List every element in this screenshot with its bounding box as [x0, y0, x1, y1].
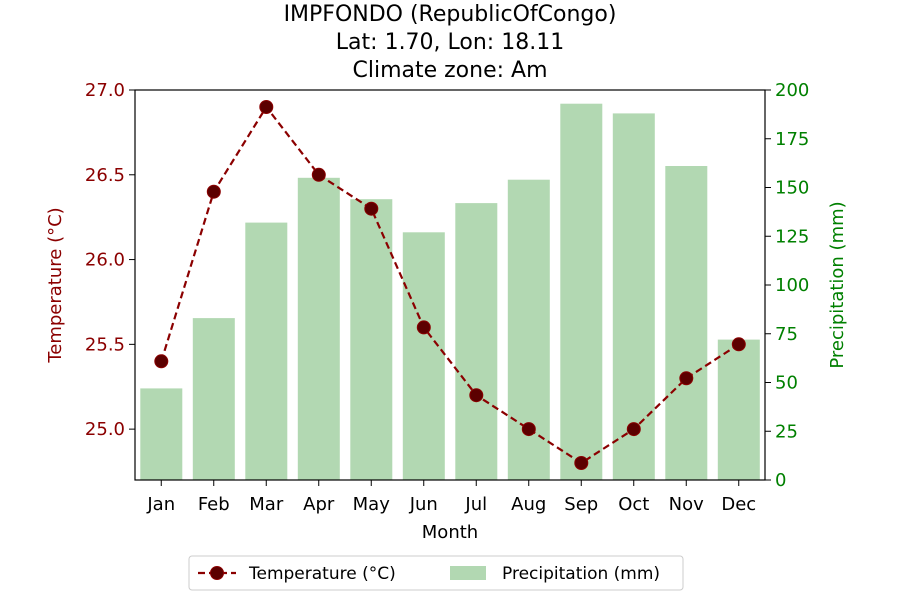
precipitation-bar-mar — [245, 222, 288, 480]
month-tick-label: Feb — [198, 494, 230, 515]
precipitation-bar-dec — [717, 339, 760, 480]
month-tick-label: Jul — [464, 494, 487, 515]
legend-box — [188, 555, 684, 591]
legend-precipitation-swatch — [450, 566, 486, 580]
temperature-point-jun — [416, 320, 431, 335]
precipitation-tick-label: 200 — [775, 80, 809, 101]
chart-title-line-3: Climate zone: Am — [352, 58, 547, 83]
temperature-point-nov — [679, 371, 694, 386]
temperature-point-dec — [731, 337, 746, 352]
precipitation-axis-label: Precipitation (mm) — [827, 201, 848, 368]
precipitation-tick-label: 25 — [775, 421, 798, 442]
month-tick-label: Nov — [669, 494, 704, 515]
chart-title: IMPFONDO (RepublicOfCongo) Lat: 1.70, Lo… — [284, 2, 617, 83]
month-tick-label: Apr — [303, 494, 335, 515]
month-tick-label: Sep — [564, 494, 598, 515]
precipitation-tick-label: 125 — [775, 226, 809, 247]
month-tick-label: Oct — [618, 494, 649, 515]
legend-temperature-label: Temperature (°C) — [248, 564, 396, 584]
temperature-axis-ticks: 25.0 25.5 26.0 26.5 27.0 — [85, 80, 135, 440]
legend: Temperature (°C) Precipitation (mm) — [188, 555, 684, 591]
precipitation-bar-jun — [402, 232, 445, 480]
temperature-point-sep — [574, 456, 589, 470]
temperature-tick-label: 26.0 — [85, 250, 125, 271]
precipitation-tick-label: 0 — [775, 470, 786, 491]
temperature-point-may — [364, 201, 379, 216]
temperature-tick-label: 27.0 — [85, 80, 125, 101]
temperature-point-jan — [154, 354, 169, 369]
temperature-tick-label: 25.0 — [85, 419, 125, 440]
legend-temperature-swatch-marker — [210, 566, 224, 580]
precipitation-bar-jan — [140, 388, 183, 480]
temperature-tick-label: 26.5 — [85, 165, 125, 186]
precipitation-bar-apr — [297, 177, 340, 481]
temperature-axis-label: Temperature (°C) — [45, 207, 66, 363]
month-tick-label: Jun — [409, 494, 438, 515]
chart-title-line-1: IMPFONDO (RepublicOfCongo) — [284, 2, 617, 27]
temperature-point-jul — [469, 388, 484, 403]
precipitation-bar-may — [350, 199, 393, 480]
month-tick-label: Dec — [721, 494, 756, 515]
precipitation-bar-feb — [192, 318, 235, 480]
temperature-point-mar — [259, 100, 274, 114]
precipitation-tick-label: 175 — [775, 129, 809, 150]
precipitation-bar-nov — [665, 166, 708, 480]
temperature-tick-label: 25.5 — [85, 334, 125, 355]
precipitation-bar-sep — [560, 103, 603, 480]
temperature-point-apr — [311, 167, 326, 182]
temperature-series — [154, 100, 746, 470]
precipitation-bar-jul — [455, 203, 498, 480]
precipitation-axis-ticks: 0 25 50 75 100 125 150 175 200 — [765, 80, 809, 491]
temperature-line — [160, 105, 740, 465]
precipitation-tick-label: 100 — [775, 275, 809, 296]
month-tick-label: Jan — [146, 494, 175, 515]
month-tick-label: Mar — [249, 494, 284, 515]
month-axis-ticks: Jan Feb Mar Apr May Jun Jul Aug Sep Oct Nov Dec — [146, 480, 756, 515]
legend-precipitation-label: Precipitation (mm) — [502, 564, 660, 584]
temperature-point-oct — [626, 422, 641, 437]
precipitation-tick-label: 150 — [775, 178, 809, 199]
precipitation-tick-label: 75 — [775, 324, 798, 345]
chart-title-line-2: Lat: 1.70, Lon: 18.11 — [336, 30, 564, 55]
temperature-point-aug — [521, 422, 536, 437]
month-tick-label: Aug — [511, 494, 546, 515]
x-axis-label: Month — [422, 522, 478, 543]
precipitation-tick-label: 50 — [775, 373, 798, 394]
precipitation-bar-oct — [612, 113, 655, 481]
temperature-point-feb — [206, 184, 221, 199]
month-tick-label: May — [353, 494, 391, 515]
